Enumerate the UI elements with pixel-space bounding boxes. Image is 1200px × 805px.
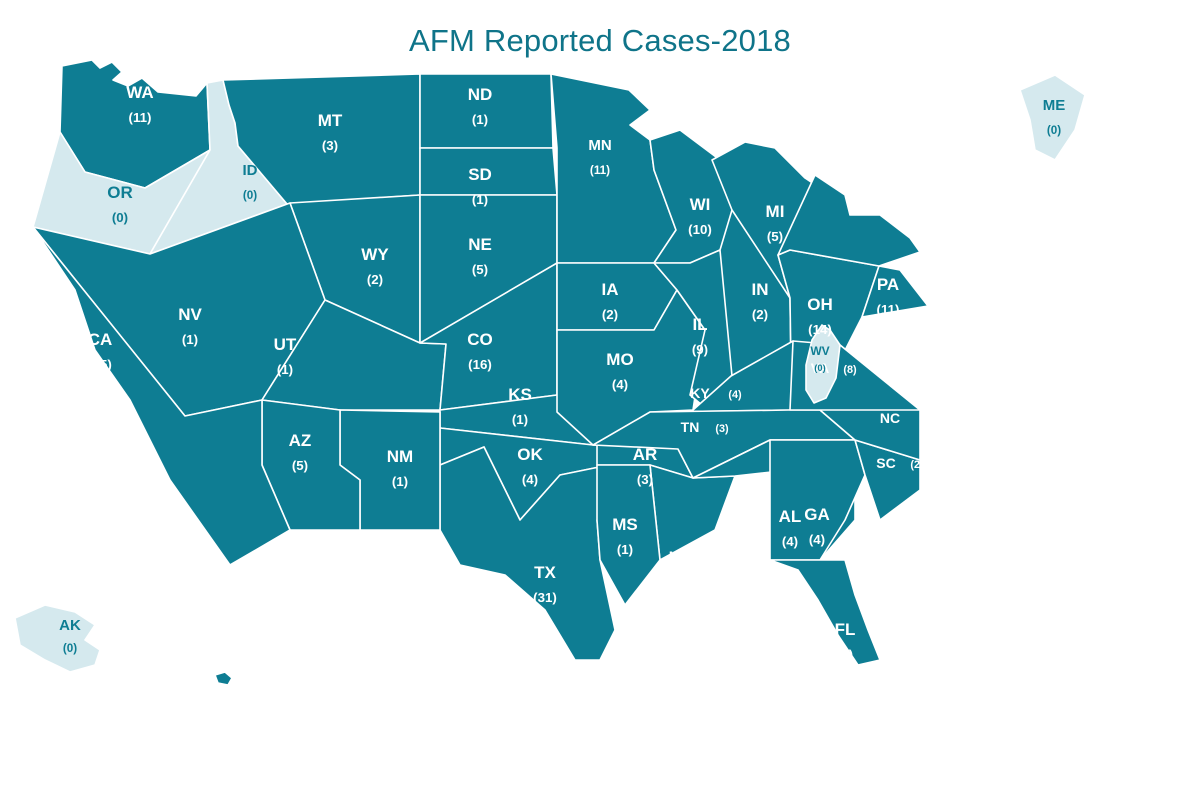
svg-text:(1): (1) [512,412,528,427]
svg-text:(0): (0) [243,189,257,202]
svg-text:(1): (1) [277,362,293,377]
svg-text:AZ: AZ [289,431,312,450]
svg-text:(11): (11) [590,164,610,177]
svg-text:(0): (0) [112,210,128,225]
svg-text:(1): (1) [392,474,408,489]
svg-text:(4): (4) [809,532,825,547]
svg-text:(2): (2) [752,307,768,322]
svg-text:SD: SD [468,165,492,184]
svg-text:(9): (9) [692,342,708,357]
svg-text:(5): (5) [472,262,488,277]
svg-text:MT: MT [318,111,343,130]
svg-text:(2): (2) [602,307,618,322]
svg-text:(2): (2) [837,647,853,662]
svg-text:CO: CO [467,330,493,349]
svg-text:SC: SC [876,455,895,471]
svg-text:(1): (1) [268,712,282,725]
svg-text:(4): (4) [728,389,742,401]
svg-text:NY: NY [863,159,887,178]
svg-text:NM: NM [387,447,413,466]
svg-text:OH: OH [807,295,833,314]
svg-text:AR: AR [633,445,658,464]
svg-text:NV: NV [178,305,202,324]
svg-text:OR: OR [107,183,133,202]
svg-text:UT: UT [274,335,297,354]
svg-text:(11): (11) [877,302,900,317]
svg-text:(1): (1) [472,192,488,207]
svg-text:(3): (3) [322,138,338,153]
svg-text:(12): (12) [863,186,887,201]
svg-text:(4): (4) [612,377,628,392]
svg-text:(1): (1) [182,332,198,347]
svg-text:(4): (4) [522,472,538,487]
svg-text:WA: WA [126,83,153,102]
svg-text:(0): (0) [1047,124,1061,137]
svg-text:CA: CA [88,330,113,349]
svg-text:(0): (0) [814,362,825,373]
svg-text:WV: WV [810,344,829,358]
svg-text:(15): (15) [88,357,112,372]
svg-text:MN: MN [588,137,611,154]
svg-text:GA: GA [804,505,830,524]
svg-text:(14): (14) [808,322,832,337]
svg-text:PA: PA [877,275,899,294]
svg-text:(1): (1) [617,542,633,557]
svg-text:MI: MI [766,202,785,221]
svg-text:IN: IN [752,280,769,299]
svg-text:AK: AK [59,617,81,634]
svg-text:(3): (3) [637,472,653,487]
svg-text:(4): (4) [782,534,798,549]
svg-text:LA: LA [669,548,692,567]
svg-text:WI: WI [690,195,711,214]
svg-text:(2): (2) [672,575,688,590]
svg-text:TX: TX [534,563,556,582]
svg-text:ME: ME [1043,97,1066,114]
svg-text:(3): (3) [715,423,729,435]
svg-text:ID: ID [243,162,258,179]
svg-text:TN: TN [681,419,700,435]
svg-text:NE: NE [468,235,492,254]
svg-text:(2): (2) [367,272,383,287]
svg-text:KY: KY [690,385,710,401]
svg-text:(11): (11) [129,110,152,125]
svg-text:ND: ND [468,85,493,104]
svg-text:(8): (8) [843,364,857,376]
svg-text:(10): (10) [688,222,712,237]
svg-text:HI: HI [268,687,283,704]
svg-text:(2): (2) [923,414,937,426]
svg-text:OK: OK [517,445,543,464]
svg-text:(2): (2) [910,459,924,471]
svg-text:IL: IL [692,315,707,334]
svg-text:IA: IA [602,280,619,299]
svg-text:(31): (31) [533,590,557,605]
svg-text:(1): (1) [472,112,488,127]
svg-text:MS: MS [612,515,638,534]
svg-text:AL: AL [779,507,802,526]
svg-text:(16): (16) [468,357,492,372]
svg-text:(5): (5) [292,458,308,473]
svg-text:KS: KS [508,385,532,404]
svg-text:NC: NC [880,410,900,426]
svg-text:WY: WY [361,245,389,264]
svg-text:MO: MO [606,350,633,369]
svg-text:FL: FL [835,620,856,639]
svg-text:(5): (5) [767,229,783,244]
svg-text:(0): (0) [63,642,77,655]
